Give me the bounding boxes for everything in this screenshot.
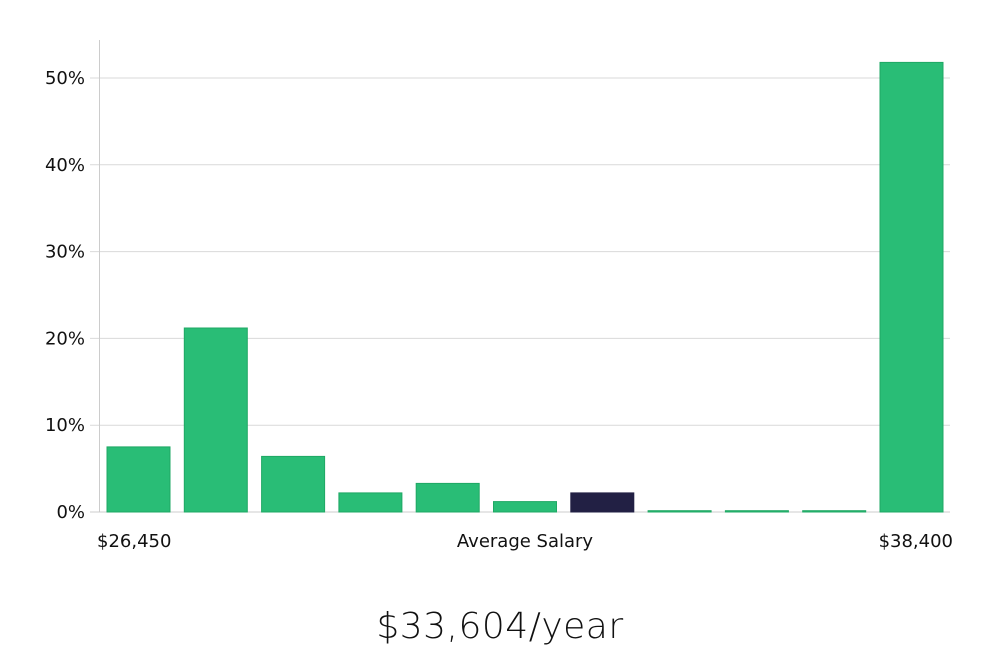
bar-4: [415, 482, 480, 513]
salary-histogram: 0% 10% 20% 30% 40% 50% $26,450 Average Salary…: [45, 40, 953, 552]
y-tick-label: 20%: [45, 328, 85, 349]
bar-1: [183, 327, 248, 513]
y-tick-label: 0%: [56, 502, 85, 523]
bar-3: [338, 492, 403, 513]
bar-7: [647, 510, 712, 513]
bar-average-salary: [570, 492, 635, 513]
bar-8: [724, 510, 789, 513]
y-tick-layer: 0% 10% 20% 30% 40% 50%: [45, 68, 85, 523]
bar-2: [261, 455, 326, 513]
bar-0: [106, 446, 171, 513]
average-salary-caption: $33,604/year: [376, 606, 624, 647]
x-label-average-salary: Average Salary: [457, 531, 594, 552]
bar-layer: [106, 61, 944, 513]
bar-5: [493, 501, 557, 513]
y-tick-label: 50%: [45, 68, 85, 89]
bar-10: [879, 61, 944, 513]
x-label-min: $26,450: [97, 531, 171, 552]
y-tick-label: 40%: [45, 155, 85, 176]
y-tick-label: 10%: [45, 415, 85, 436]
y-tick-label: 30%: [45, 242, 85, 263]
histogram-svg: 0% 10% 20% 30% 40% 50% $26,450 Average Salary…: [45, 40, 953, 552]
x-label-max: $38,400: [879, 531, 953, 552]
bar-9: [802, 510, 867, 513]
